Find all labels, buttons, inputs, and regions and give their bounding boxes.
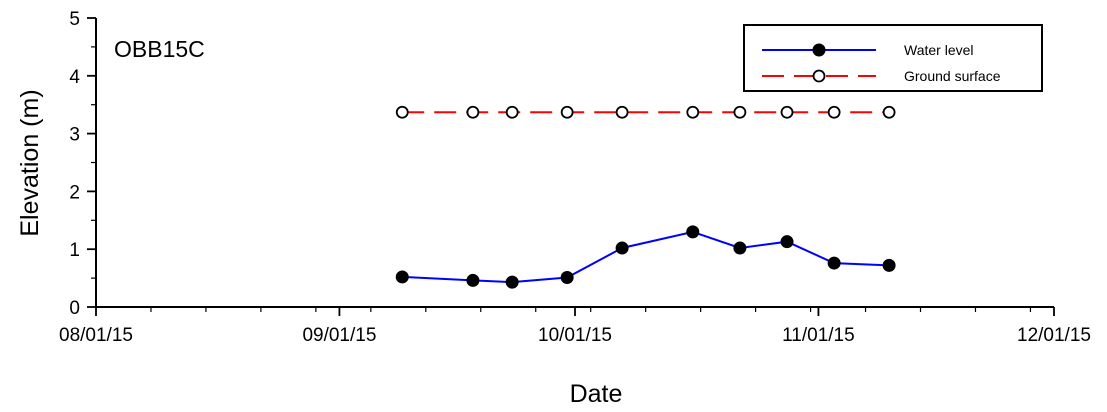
data-point <box>827 105 841 119</box>
legend-label: Ground surface <box>904 68 1001 84</box>
y-tick-label: 3 <box>69 125 80 146</box>
data-point <box>733 241 747 255</box>
data-point <box>882 258 896 272</box>
legend-box <box>743 24 1043 92</box>
y-tick-label: 0 <box>69 298 80 319</box>
y-tick-label: 5 <box>69 9 80 30</box>
legend-entry: Water level <box>762 42 974 58</box>
x-tick-label: 09/01/15 <box>302 325 376 346</box>
x-tick-label: 11/01/15 <box>782 325 855 346</box>
x-axis-ticks: 08/01/15 09/01/15 10/01/15 11/01/15 12/01/15 <box>59 307 1091 346</box>
x-tick-label: 08/01/15 <box>59 325 133 346</box>
series-layer <box>395 105 896 289</box>
data-point <box>505 275 519 289</box>
data-point <box>466 105 480 119</box>
legend-marker <box>812 43 826 57</box>
data-point <box>615 241 629 255</box>
legend-marker <box>812 69 826 83</box>
data-point <box>505 105 519 119</box>
data-point <box>780 105 794 119</box>
legend: Water level Ground surface <box>743 24 1043 92</box>
data-point <box>395 105 409 119</box>
series-water-level <box>395 225 896 289</box>
data-point <box>686 105 700 119</box>
data-point <box>733 105 747 119</box>
legend-entry: Ground surface <box>762 68 1001 84</box>
data-point <box>615 105 629 119</box>
y-axis-title: Elevation (m) <box>16 89 44 236</box>
data-point <box>686 225 700 239</box>
legend-entries: Water level Ground surface <box>762 42 1001 84</box>
y-axis-ticks: 0 1 2 3 4 5 <box>69 9 96 319</box>
data-point <box>780 235 794 249</box>
series-line <box>402 230 890 284</box>
data-point <box>395 270 409 284</box>
x-tick-label: 10/01/15 <box>538 325 612 346</box>
x-tick-label: 12/01/15 <box>1017 325 1091 346</box>
panel-label: OBB15C <box>114 36 205 62</box>
y-tick-label: 4 <box>69 67 80 88</box>
y-tick-label: 1 <box>69 240 80 261</box>
data-point <box>466 273 480 287</box>
data-point <box>560 105 574 119</box>
data-point <box>882 105 896 119</box>
data-point <box>827 256 841 270</box>
legend-label: Water level <box>904 42 974 58</box>
x-axis-title: Date <box>570 380 623 408</box>
y-tick-label: 2 <box>69 182 80 203</box>
data-point <box>560 271 574 285</box>
series-ground-surface <box>395 105 896 119</box>
